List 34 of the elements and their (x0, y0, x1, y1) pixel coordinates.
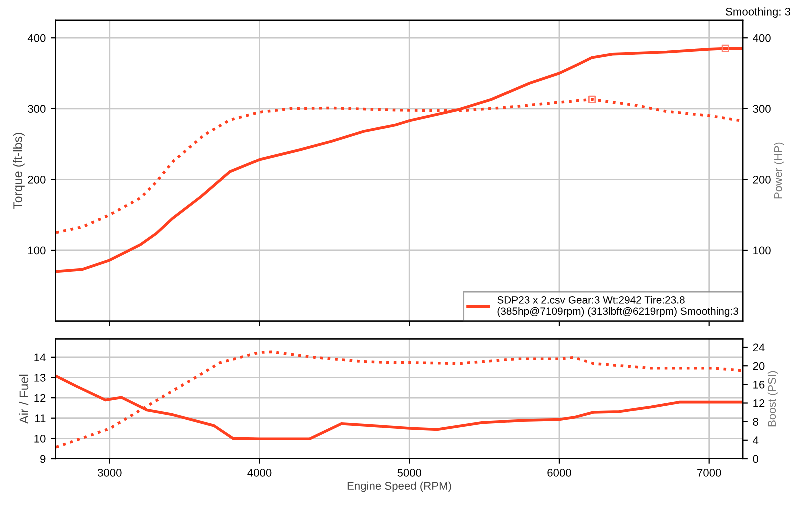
x-tick-label: 4000 (248, 469, 272, 477)
y2-axis-title: Power (HP) (774, 142, 784, 199)
y2-axis-title: Boost (PSI) (768, 371, 778, 427)
x-tick-label: 7000 (698, 469, 722, 477)
y-tick-label: 9 (40, 455, 46, 464)
y2-tick-label: 24 (753, 344, 765, 352)
y-axis-title: Torque (ft-lbs) (13, 133, 25, 210)
y2-tick-label: 16 (754, 380, 765, 389)
legend-label: SDP23 x 2.csv Gear:3 Wt:2942 Tire:23.8 (385hp@7109rpm) (313lbft@6219rpm) Smoothing:3 (498, 296, 738, 318)
y-axis-title: Air / Fuel (19, 374, 29, 424)
y-tick-label: 13 (34, 374, 46, 382)
y2-tick-label: 20 (753, 362, 765, 370)
y-tick-label: 200 (28, 176, 46, 184)
x-tick-label: 3000 (98, 469, 122, 477)
y-tick-label: 300 (28, 105, 46, 114)
y-tick-label: 400 (28, 34, 46, 42)
y2-tick-label: 4 (753, 436, 759, 444)
x-axis-title: Engine Speed (RPM) (348, 482, 452, 492)
line-series (56, 350, 743, 449)
y-tick-label: 14 (34, 354, 46, 362)
x-tick-label: 5000 (398, 469, 422, 477)
y2-tick-label: 8 (753, 418, 758, 426)
y2-tick-label: 400 (753, 34, 771, 42)
y2-tick-label: 100 (754, 246, 771, 255)
y2-tick-label: 200 (753, 176, 771, 184)
text: Smoothing: 3 (726, 8, 791, 18)
y2-tick-label: 0 (753, 455, 759, 464)
y-tick-label: 100 (28, 246, 46, 255)
y-tick-label: 10 (34, 434, 46, 443)
y-tick-label: 12 (34, 394, 46, 402)
x-tick-label: 6000 (548, 469, 572, 477)
y2-tick-label: 12 (754, 400, 765, 408)
y2-tick-label: 300 (753, 105, 771, 114)
y-tick-label: 11 (36, 414, 46, 422)
